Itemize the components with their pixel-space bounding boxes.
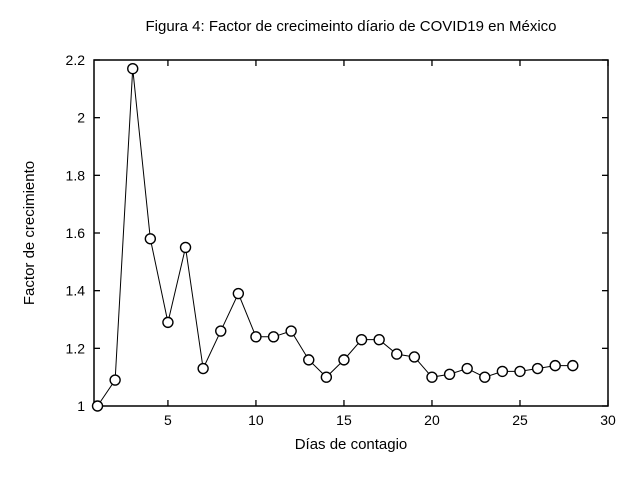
x-tick-label: 5 bbox=[164, 412, 172, 428]
data-point-marker bbox=[496, 365, 509, 378]
data-point-marker bbox=[479, 371, 491, 383]
data-point-marker bbox=[232, 287, 245, 300]
y-tick-label: 2 bbox=[77, 110, 85, 126]
plot-border bbox=[93, 59, 609, 407]
y-tick-label: 1.2 bbox=[66, 340, 86, 356]
data-point-marker bbox=[109, 374, 121, 386]
data-point-marker bbox=[320, 371, 333, 383]
data-point-marker bbox=[303, 354, 315, 366]
data-point-marker bbox=[250, 331, 262, 343]
x-tick-label: 25 bbox=[512, 412, 528, 428]
y-tick-label: 1.8 bbox=[66, 167, 86, 183]
y-axis-label: Factor de crecimiento bbox=[21, 161, 38, 305]
x-tick-label: 10 bbox=[248, 412, 264, 428]
plot-area: 5 10 15 20 25 30 1 1.2 1.4 1.6 1.8 2 2.2 bbox=[66, 52, 616, 428]
y-tick-label: 2.2 bbox=[66, 52, 86, 68]
data-point-marker bbox=[408, 351, 421, 363]
data-point-marker bbox=[197, 362, 209, 375]
data-point-marker bbox=[514, 365, 526, 378]
data-point-marker bbox=[267, 331, 280, 343]
chart-title: Figura 4: Factor de crecimeinto díario d… bbox=[145, 18, 556, 35]
data-point-marker bbox=[426, 371, 438, 383]
y-tick-label: 1.4 bbox=[66, 283, 86, 299]
data-point-marker bbox=[443, 368, 456, 380]
data-point-marker bbox=[144, 233, 157, 245]
data-point-marker bbox=[355, 333, 368, 346]
y-tick-label: 1.6 bbox=[66, 225, 86, 241]
data-point-marker bbox=[162, 316, 174, 329]
data-point-marker bbox=[461, 362, 473, 375]
data-point-marker bbox=[127, 62, 139, 75]
data-line bbox=[97, 68, 573, 407]
x-tick-label: 15 bbox=[336, 412, 352, 428]
data-point-marker bbox=[373, 333, 385, 346]
data-point-marker bbox=[215, 325, 227, 337]
data-point-marker bbox=[338, 354, 350, 366]
data-point-marker bbox=[91, 400, 104, 412]
data-point-marker bbox=[179, 241, 192, 254]
data-point-marker bbox=[285, 325, 297, 337]
data-point-marker bbox=[549, 359, 561, 372]
data-point-marker bbox=[531, 362, 544, 375]
y-tick-label: 1 bbox=[77, 398, 85, 414]
x-axis-label: Días de contagio bbox=[295, 436, 408, 453]
data-point-marker bbox=[391, 348, 403, 360]
x-tick-label: 30 bbox=[600, 412, 616, 428]
x-tick-label: 20 bbox=[424, 412, 440, 428]
data-point-marker bbox=[567, 359, 579, 372]
